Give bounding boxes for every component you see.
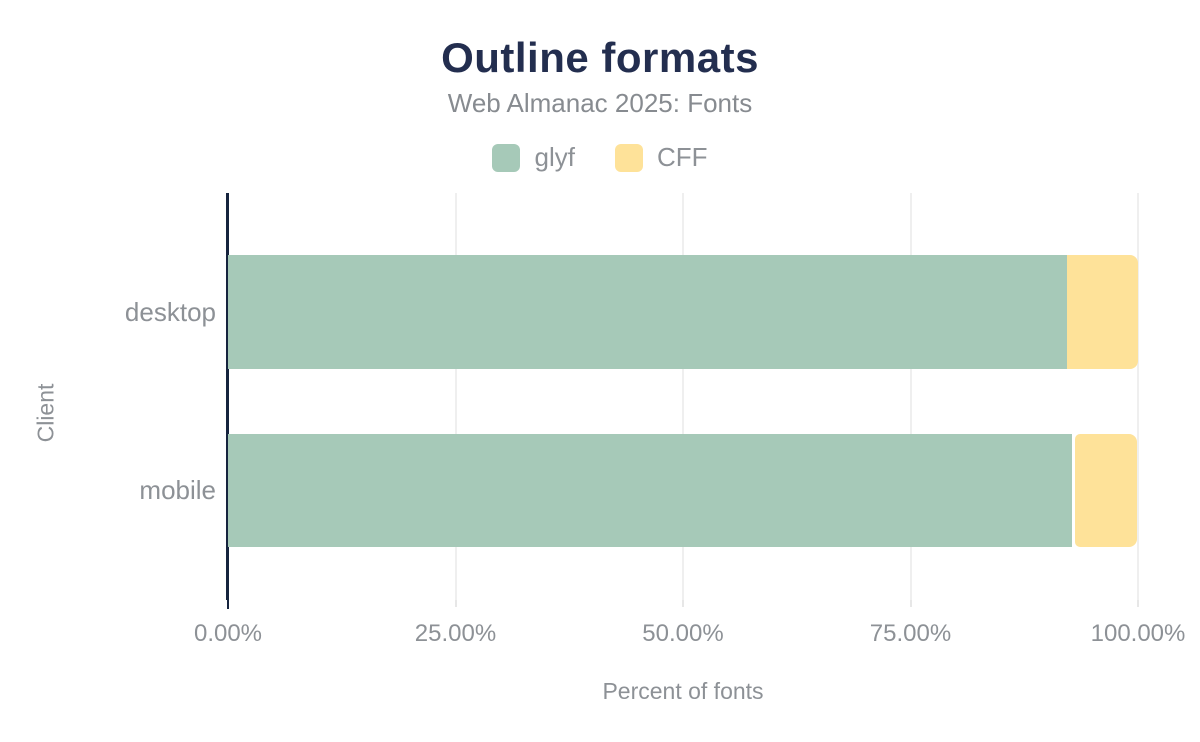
legend-label: CFF <box>656 142 708 172</box>
y-axis-title: Client <box>32 383 59 443</box>
bar-segment-mobile-CFF <box>1074 434 1138 547</box>
x-tick-mark-75 <box>909 600 912 607</box>
plot-area <box>226 193 1139 600</box>
legend-swatch-icon <box>614 143 643 172</box>
gridline-25 <box>454 193 457 600</box>
x-tick-mark-25 <box>454 600 457 607</box>
x-tick-mark-50 <box>682 600 684 607</box>
x-tick-label-100: 100.00% <box>1090 620 1186 647</box>
legend-swatch-icon <box>492 143 521 172</box>
x-tick-label-0: 0.00% <box>193 620 263 647</box>
category-label-mobile: mobile <box>139 475 216 505</box>
bar-segment-desktop-CFF <box>1067 255 1138 369</box>
legend-item-CFF: CFF <box>614 142 708 173</box>
bar-desktop <box>228 255 1138 369</box>
legend: glyf CFF <box>0 142 1200 173</box>
x-tick-label-75: 75.00% <box>869 620 952 647</box>
chart-title: Outline formats <box>441 34 759 81</box>
x-tick-label-25: 25.00% <box>414 620 497 647</box>
legend-label: glyf <box>534 142 575 172</box>
category-label-desktop: desktop <box>124 297 216 327</box>
gridline-100 <box>1137 193 1139 600</box>
chart-subtitle: Web Almanac 2025: Fonts <box>447 88 753 118</box>
bar-mobile <box>228 434 1138 547</box>
legend-item-glyf: glyf <box>492 142 575 173</box>
y-axis-line <box>226 193 229 600</box>
x-axis-title: Percent of fonts <box>602 678 764 704</box>
x-tick-mark-0 <box>227 600 229 609</box>
gridline-50 <box>682 193 684 600</box>
gridline-75 <box>909 193 912 600</box>
bar-segment-desktop-glyf <box>228 255 1068 369</box>
x-tick-mark-100 <box>1137 600 1139 607</box>
x-tick-label-50: 50.00% <box>642 620 724 647</box>
bar-segment-mobile-glyf <box>228 434 1072 547</box>
